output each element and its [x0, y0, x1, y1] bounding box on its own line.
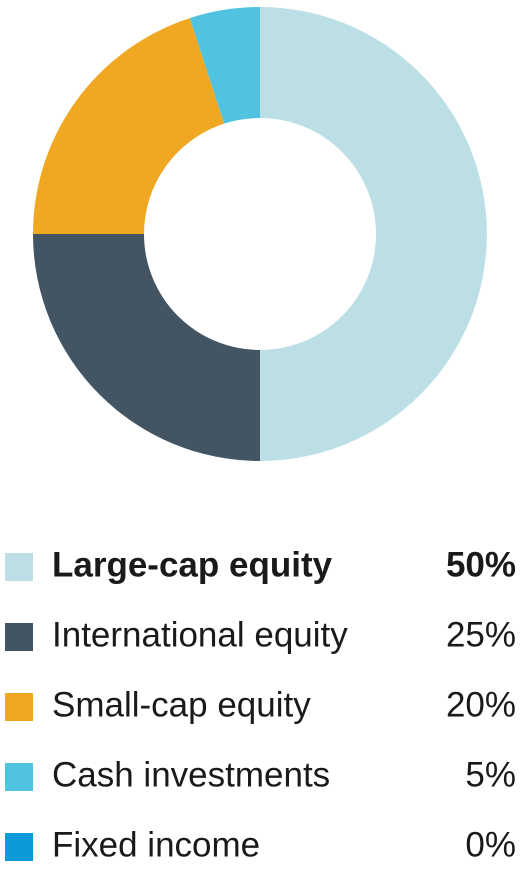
legend-label: International equity: [52, 615, 348, 654]
slice: [189, 7, 260, 124]
value-label: 25%: [446, 615, 516, 654]
legend-swatch: [5, 553, 33, 581]
legend-swatch: [5, 623, 33, 651]
slice: [33, 18, 225, 235]
legend-swatch: [5, 693, 33, 721]
legend-label: Large-cap equity: [52, 545, 333, 584]
value-label: 50%: [446, 545, 516, 584]
legend-swatch: [5, 833, 33, 861]
slice: [260, 7, 487, 461]
legend-label: Small-cap equity: [52, 685, 311, 724]
legend-label: Cash investments: [52, 755, 330, 794]
value-label: 5%: [465, 755, 516, 794]
legend-swatch: [5, 763, 33, 791]
legend-label: Fixed income: [52, 825, 260, 864]
slice: [33, 234, 260, 461]
value-label: 0%: [465, 825, 516, 864]
value-label: 20%: [446, 685, 516, 724]
